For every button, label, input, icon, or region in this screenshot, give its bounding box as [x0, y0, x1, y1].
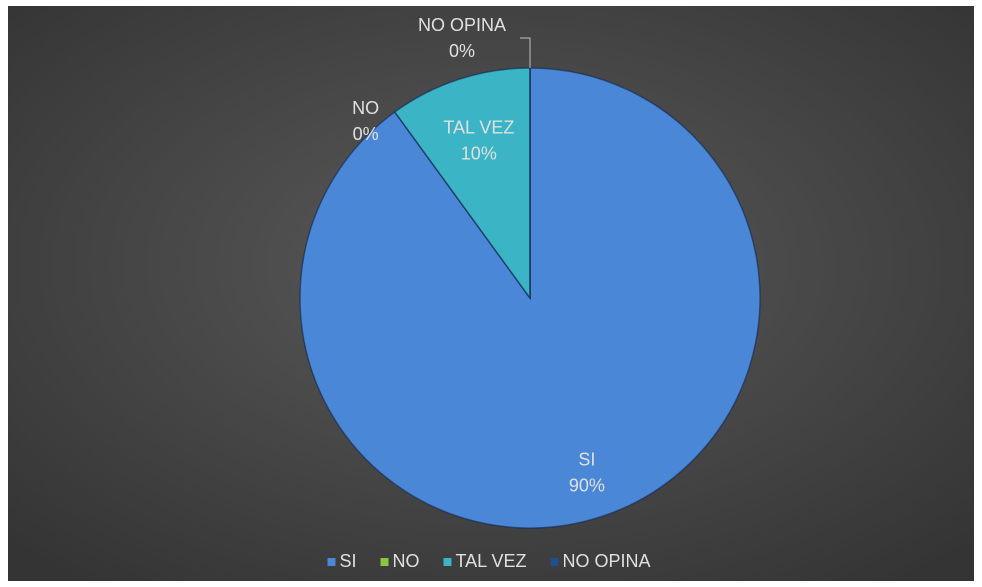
pie-slice	[393, 67, 531, 301]
data-label-value: 0%	[353, 124, 379, 144]
legend-label: TAL VEZ	[455, 551, 526, 571]
data-labels: SI 90% NO 0% TAL VEZ 10% NO OPINA 0%	[352, 15, 605, 496]
data-label-category: SI	[578, 450, 595, 470]
legend-label: NO OPINA	[563, 551, 651, 571]
data-label-category: TAL VEZ	[443, 117, 514, 137]
legend-label: SI	[339, 551, 356, 571]
data-label-category: NO	[352, 98, 379, 118]
data-label-value: 90%	[569, 476, 605, 496]
legend: SI NO TAL VEZ NO OPINA	[327, 551, 651, 571]
legend-label: NO	[392, 551, 419, 571]
leader-line	[520, 37, 531, 68]
legend-swatch	[443, 558, 452, 566]
legend-swatch	[550, 558, 559, 566]
data-label-value: 10%	[461, 143, 497, 163]
data-label-value: 0%	[449, 41, 475, 61]
legend-swatch	[380, 558, 389, 566]
legend-swatch	[327, 558, 336, 566]
pie	[299, 67, 761, 529]
data-label-category: NO OPINA	[418, 15, 506, 35]
